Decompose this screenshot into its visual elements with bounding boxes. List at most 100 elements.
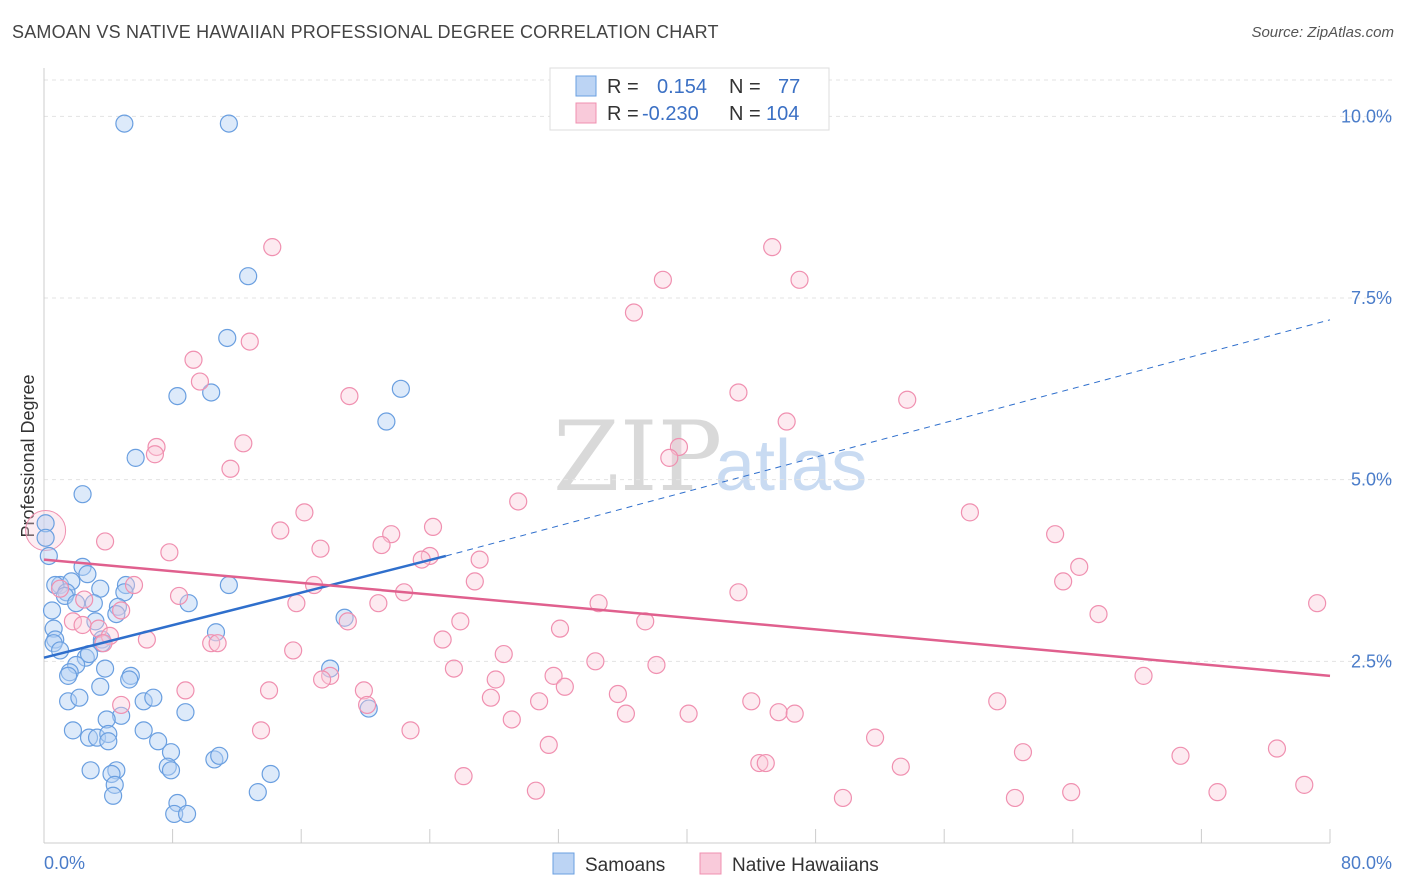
samoan-point bbox=[177, 804, 197, 824]
hawaiian-point bbox=[50, 579, 70, 598]
hawaiian-point-large bbox=[25, 510, 67, 552]
hawaiian-point bbox=[756, 753, 775, 773]
hawaiian-point bbox=[95, 532, 115, 551]
samoan-point bbox=[115, 114, 134, 133]
hawaiian-trend-line bbox=[43, 558, 1331, 678]
x-tick-marks bbox=[43, 829, 1331, 843]
hawaiian-point bbox=[1070, 557, 1089, 576]
grid bbox=[44, 79, 1392, 662]
watermark-zip: ZIP bbox=[553, 401, 722, 513]
samoan-point bbox=[168, 387, 187, 406]
hawaiian-point bbox=[89, 619, 108, 638]
bottom-legend-swatch-hawaiian bbox=[699, 852, 722, 875]
samoan-point bbox=[112, 706, 131, 725]
samoan-point bbox=[149, 732, 168, 751]
samoan-point bbox=[179, 594, 198, 613]
hawaiian-point bbox=[263, 238, 282, 257]
hawaiian-point bbox=[653, 270, 672, 289]
hawaiian-point bbox=[539, 735, 558, 755]
hawaiian-point bbox=[311, 539, 330, 558]
y-tick-label: 5.0% bbox=[1351, 470, 1392, 490]
samoan-point bbox=[126, 448, 145, 467]
samoan-point bbox=[210, 746, 229, 765]
y-axis-label: Professional Degree bbox=[18, 374, 38, 537]
hawaiian-point bbox=[295, 503, 314, 522]
hawaiian-point bbox=[763, 238, 782, 257]
hawaiian-point bbox=[891, 757, 910, 776]
hawaiian-point bbox=[1013, 743, 1033, 762]
samoan-trend-extension bbox=[445, 319, 1331, 557]
hawaiian-point bbox=[176, 681, 195, 700]
legend-hawaiian-n-value: 104 bbox=[766, 103, 799, 125]
hawaiian-point bbox=[1171, 746, 1190, 765]
hawaiian-point bbox=[833, 788, 853, 808]
hawaiian-point bbox=[729, 383, 748, 402]
hawaiian-point bbox=[589, 594, 608, 613]
samoan-point bbox=[99, 724, 118, 744]
hawaiian-point bbox=[240, 332, 259, 351]
hawaiian-point bbox=[259, 681, 279, 700]
hawaiian-point bbox=[465, 572, 484, 591]
hawaiian-point bbox=[785, 704, 804, 723]
scatter-points bbox=[25, 114, 1327, 824]
chart-source: Source: ZipAtlas.com bbox=[1251, 24, 1394, 41]
hawaiian-point bbox=[287, 594, 306, 613]
samoan-point bbox=[42, 601, 62, 620]
hawaiian-point bbox=[865, 728, 885, 747]
samoan-point bbox=[377, 412, 396, 431]
samoan-point bbox=[248, 783, 267, 802]
hawaiian-point bbox=[608, 684, 627, 704]
legend-samoan-r-label: R = bbox=[607, 76, 639, 98]
hawaiian-point bbox=[190, 372, 210, 391]
hawaiian-point bbox=[169, 586, 189, 606]
hawaiian-point bbox=[769, 703, 788, 722]
samoan-point bbox=[97, 710, 116, 729]
hawaiian-point bbox=[112, 695, 131, 715]
bottom-legend-swatch-samoan bbox=[552, 852, 575, 875]
hawaiian-point bbox=[221, 459, 240, 478]
samoan-point bbox=[87, 728, 107, 747]
samoan-point bbox=[36, 514, 55, 533]
legend-swatch-samoan bbox=[575, 75, 597, 97]
samoan-point bbox=[95, 659, 115, 678]
y-tick-labels: 2.5% 5.0% 7.5% 10.0% bbox=[1341, 106, 1392, 671]
hawaiian-point bbox=[401, 721, 420, 740]
samoan-point bbox=[39, 546, 58, 566]
samoan-point bbox=[81, 761, 100, 780]
samoan-point bbox=[165, 804, 184, 824]
samoan-point bbox=[63, 721, 83, 740]
hawaiian-point bbox=[1005, 788, 1025, 808]
hawaiian-point bbox=[660, 448, 679, 467]
hawaiian-point bbox=[898, 390, 917, 409]
y-tick-label: 10.0% bbox=[1341, 106, 1392, 126]
hawaiian-point bbox=[586, 652, 605, 671]
samoan-point bbox=[91, 677, 110, 696]
bottom-legend-hawaiian: Native Hawaiians bbox=[732, 855, 879, 876]
hawaiian-point bbox=[1046, 525, 1065, 544]
hawaiian-point bbox=[555, 677, 574, 696]
hawaiian-point bbox=[1062, 783, 1081, 802]
samoan-point bbox=[219, 575, 238, 595]
hawaiian-point bbox=[679, 704, 698, 723]
hawaiian-point bbox=[75, 590, 94, 609]
hawaiian-point bbox=[369, 594, 388, 613]
hawaiian-point bbox=[63, 612, 83, 631]
hawaiian-point bbox=[742, 692, 761, 711]
hawaiian-point bbox=[284, 641, 303, 660]
hawaiian-point bbox=[509, 492, 528, 511]
hawaiian-point bbox=[454, 767, 473, 786]
hawaiian-point bbox=[502, 710, 521, 729]
hawaiian-point bbox=[616, 704, 636, 723]
hawaiian-point bbox=[354, 681, 373, 700]
samoan-point bbox=[134, 721, 153, 740]
hawaiian-point bbox=[550, 619, 570, 638]
y-tick-label: 7.5% bbox=[1351, 288, 1392, 308]
hawaiian-point bbox=[530, 692, 549, 711]
legend-bottom: Samoans Native Hawaiians bbox=[552, 852, 879, 876]
samoan-point bbox=[70, 688, 89, 707]
hawaiian-point bbox=[202, 634, 221, 653]
hawaiian-point bbox=[960, 503, 980, 522]
hawaiian-point bbox=[1054, 572, 1073, 591]
hawaiian-point bbox=[338, 612, 357, 631]
samoan-point bbox=[104, 786, 123, 805]
